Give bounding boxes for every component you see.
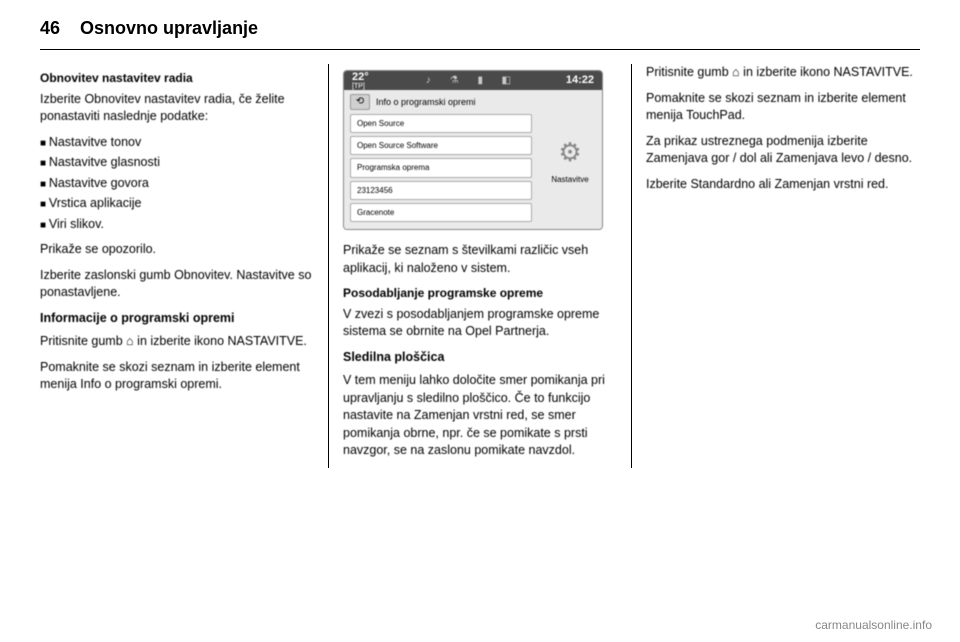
tp-indicator: [TP] — [352, 83, 369, 90]
page-header: 46 Osnovno upravljanje — [0, 0, 960, 49]
watermark: carmanualsonline.info — [815, 618, 932, 632]
list-item[interactable]: Programska oprema — [350, 158, 532, 177]
col1-p3: Izberite zaslonski gumb Obnovitev. Nasta… — [40, 267, 314, 302]
back-button[interactable]: ⟲ — [350, 94, 370, 110]
screenshot-topbar: 22° [TP] ♪ ⚗ ▮ ◧ 14:22 — [344, 71, 602, 90]
col1-bullet-list: Nastavitve tonov Nastavitve glasnosti Na… — [40, 134, 314, 234]
temperature-display: 22° — [352, 72, 369, 83]
col2-p3: V tem meniju lahko določite smer pomikan… — [343, 372, 617, 460]
battery-icon: ▮ — [473, 74, 487, 88]
screenshot-titlebar: ⟲ Info o programski opremi — [350, 94, 532, 110]
header-divider — [40, 49, 920, 50]
col2-heading-touchpad: Sledilna ploščica — [343, 349, 617, 367]
topbar-icons: ♪ ⚗ ▮ ◧ — [421, 74, 513, 88]
device-screenshot: 22° [TP] ♪ ⚗ ▮ ◧ 14:22 ⟲ Info o programs… — [343, 70, 603, 230]
page-title: Osnovno upravljanje — [80, 18, 258, 39]
col2-p1: Prikaže se seznam s številkami različic … — [343, 242, 617, 277]
col1-heading-software-info: Informacije o programski opremi — [40, 310, 314, 328]
screenshot-body: ⟲ Info o programski opremi Open Source O… — [344, 90, 602, 229]
screenshot-list-area: ⟲ Info o programski opremi Open Source O… — [344, 90, 538, 229]
screenshot-title: Info o programski opremi — [376, 96, 532, 109]
list-item[interactable]: Gracenote — [350, 203, 532, 222]
col1-heading-reset: Obnovitev nastavitev radia — [40, 70, 314, 87]
column-1: Obnovitev nastavitev radia Izberite Obno… — [40, 64, 328, 468]
topbar-left: 22° [TP] — [352, 72, 369, 90]
col2-subheading-update: Posodabljanje programske opreme — [343, 285, 617, 302]
col3-p1: Pritisnite gumb ⌂ in izberite ikono NAST… — [646, 64, 920, 82]
column-2: 22° [TP] ♪ ⚗ ▮ ◧ 14:22 ⟲ Info o programs… — [329, 64, 631, 468]
time-display: 14:22 — [566, 73, 594, 88]
gear-icon[interactable]: ⚙ — [558, 134, 581, 170]
list-item: Vrstica aplikacije — [40, 195, 314, 213]
col1-p4: Pritisnite gumb ⌂ in izberite ikono NAST… — [40, 333, 314, 351]
settings-label: Nastavitve — [551, 174, 588, 185]
col3-p3: Za prikaz ustreznega podmenija izberite … — [646, 133, 920, 168]
lab-icon: ⚗ — [447, 74, 461, 88]
col3-p4: Izberite Standardno ali Zamenjan vrstni … — [646, 176, 920, 194]
content-columns: Obnovitev nastavitev radia Izberite Obno… — [0, 64, 960, 468]
column-3: Pritisnite gumb ⌂ in izberite ikono NAST… — [632, 64, 920, 468]
col1-p5: Pomaknite se skozi seznam in izberite el… — [40, 359, 314, 394]
col1-p2: Prikaže se opozorilo. — [40, 241, 314, 259]
list-item: Nastavitve glasnosti — [40, 154, 314, 172]
list-item[interactable]: Open Source Software — [350, 136, 532, 155]
list-item[interactable]: Open Source — [350, 114, 532, 133]
audio-icon: ♪ — [421, 74, 435, 88]
col2-p2: V zvezi s posodabljanjem programske opre… — [343, 306, 617, 341]
page-number: 46 — [40, 18, 60, 39]
list-item[interactable]: 23123456 — [350, 181, 532, 200]
col1-p1: Izberite Obnovitev nastavitev radia, če … — [40, 91, 314, 126]
list-item: Nastavitve tonov — [40, 134, 314, 152]
list-item: Nastavitve govora — [40, 175, 314, 193]
list-item: Viri slikov. — [40, 216, 314, 234]
screenshot-right-panel: ⚙ Nastavitve — [538, 90, 602, 229]
device-icon: ◧ — [499, 74, 513, 88]
col3-p2: Pomaknite se skozi seznam in izberite el… — [646, 90, 920, 125]
